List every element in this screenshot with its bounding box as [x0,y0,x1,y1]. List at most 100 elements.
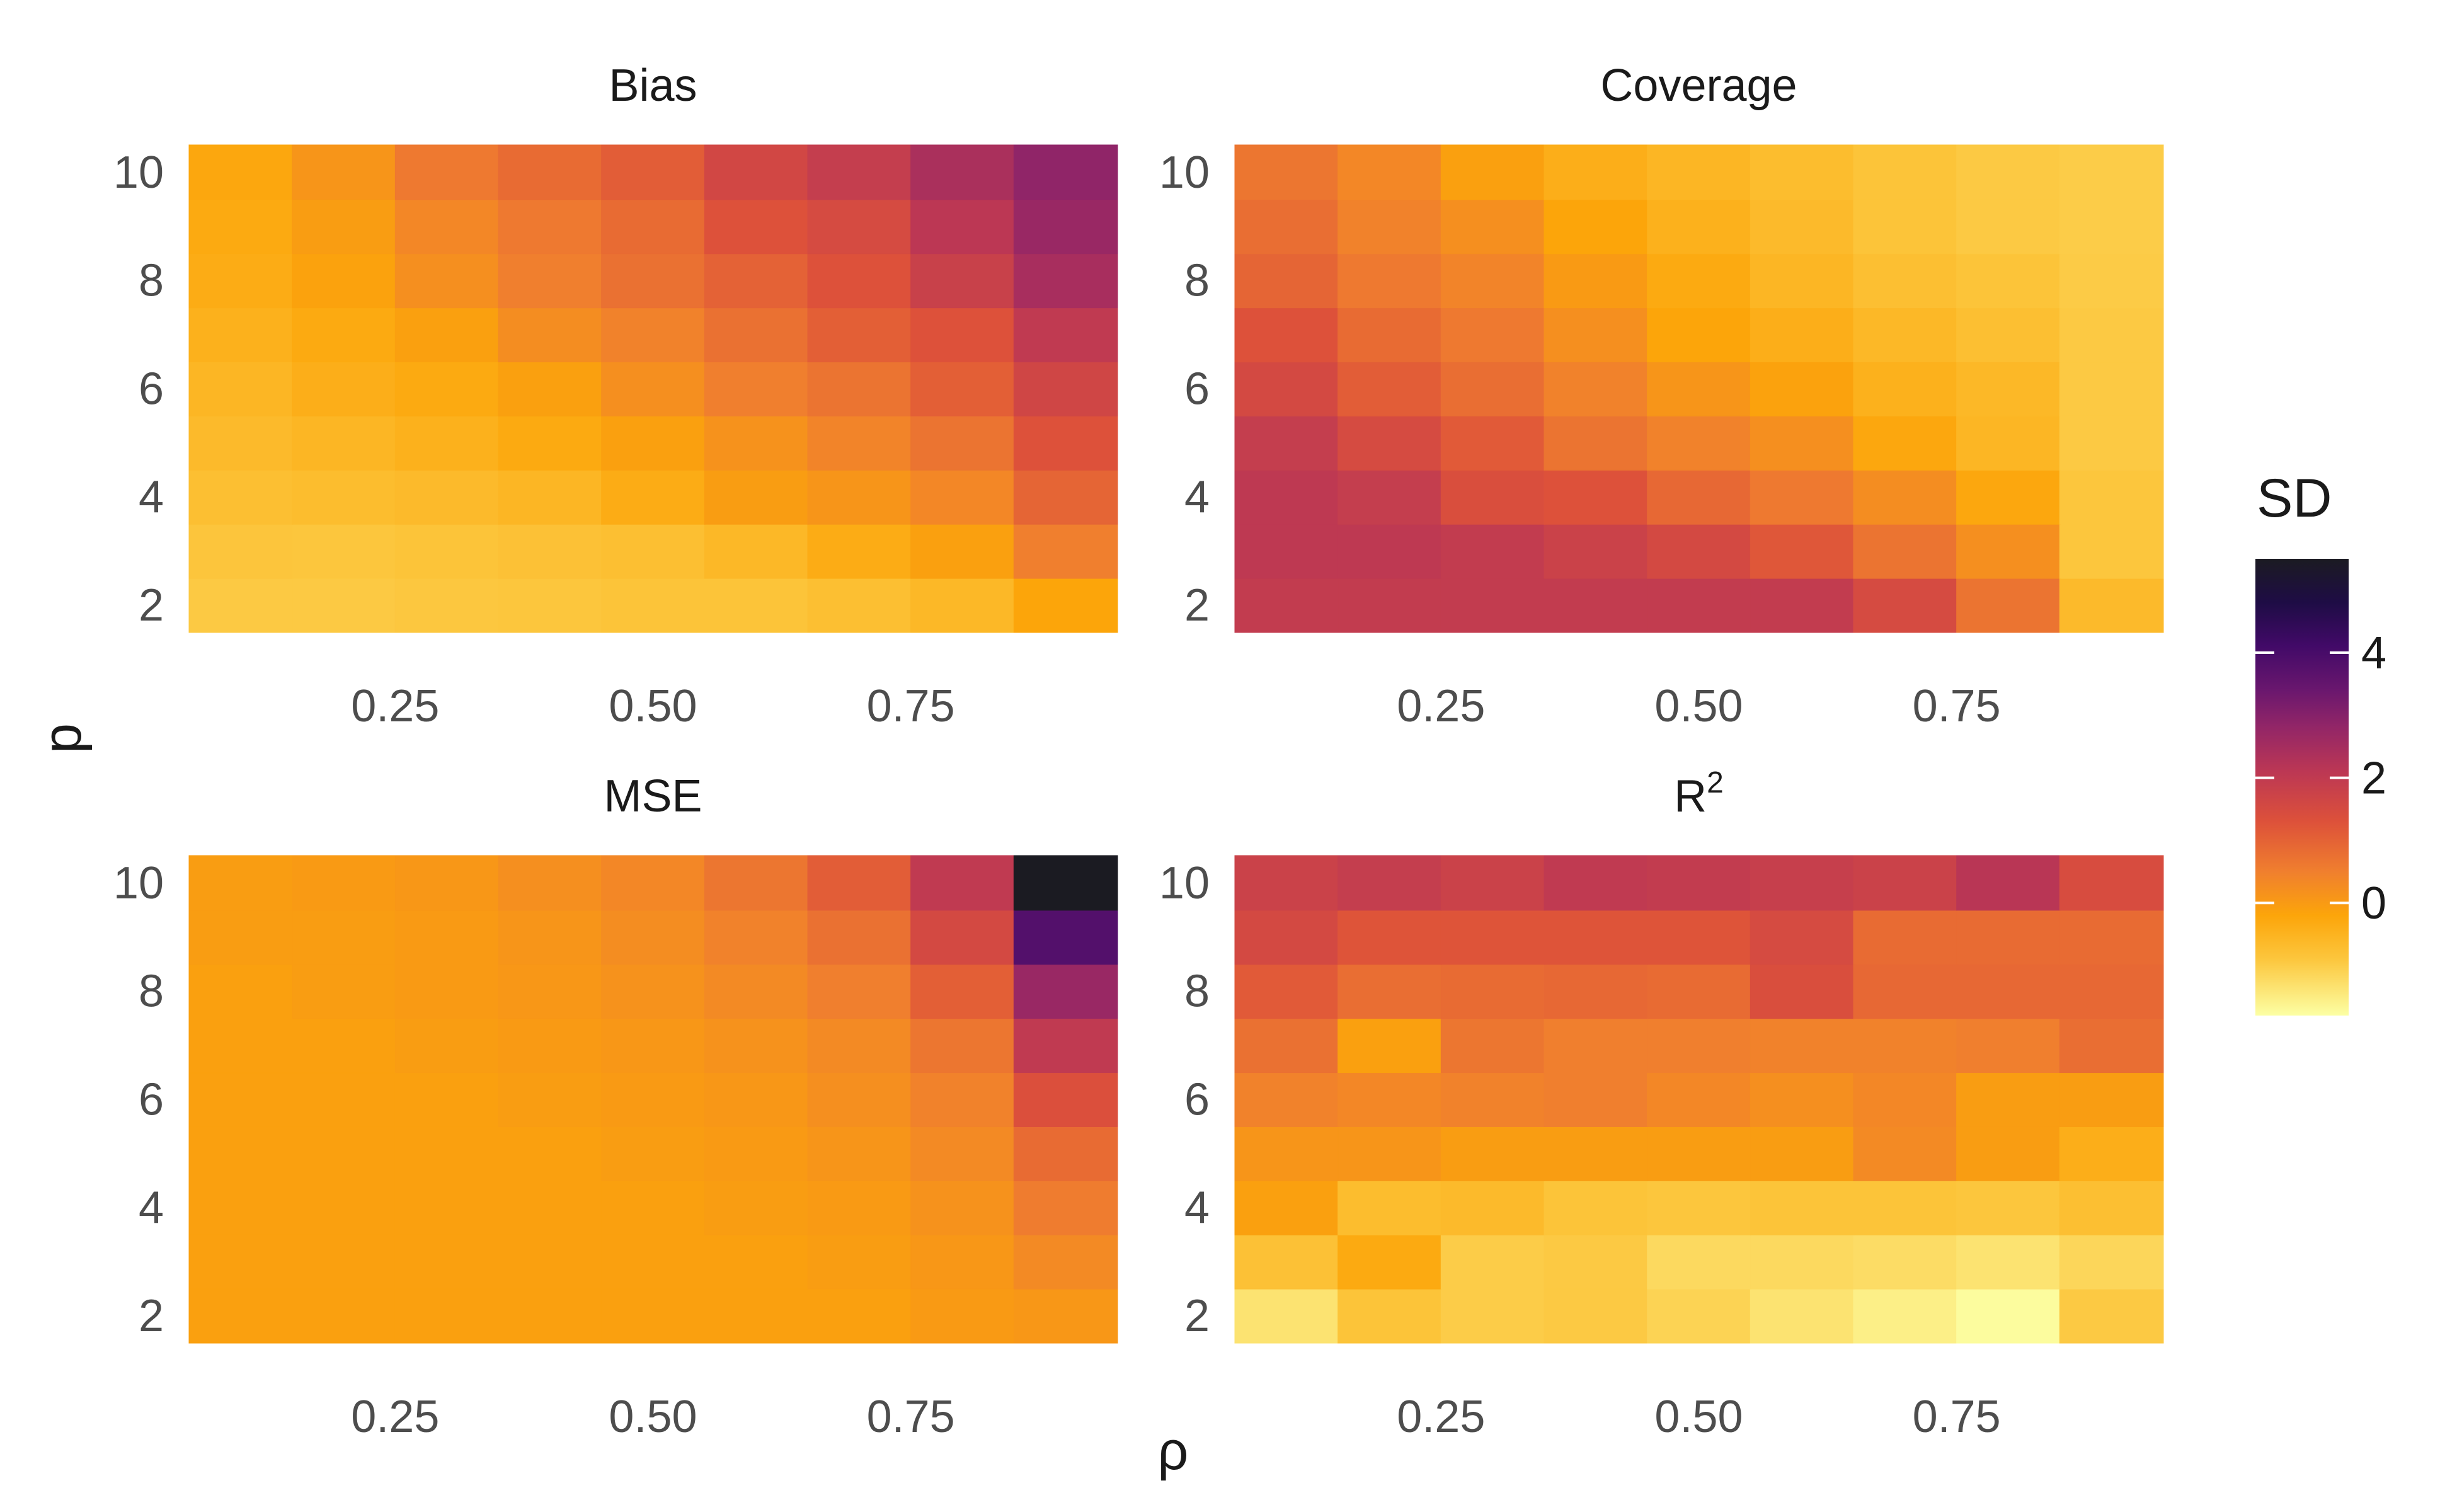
heatmap-cell [1234,909,1339,965]
heatmap-cell [1956,523,2061,579]
heatmap-cell [1337,1179,1442,1235]
heatmap-cell [1337,469,1442,525]
heatmap-cell [1750,1234,1855,1290]
heatmap-cell [1853,963,1958,1019]
heatmap-cell [1013,577,1118,633]
heatmap-cell [1647,307,1751,363]
heatmap-cell [1956,1288,2061,1344]
heatmap-cell [292,963,396,1019]
heatmap-cell [1750,198,1855,255]
heatmap-cell [1647,909,1751,965]
heatmap-cell [910,307,1015,363]
heatmap-cell [601,577,706,633]
heatmap-cell [1234,963,1339,1019]
heatmap-cell [1750,855,1855,911]
legend-tick-label: 2 [2361,753,2386,804]
heatmap-cell [1956,144,2061,200]
heatmap-cell [394,469,500,525]
heatmap-cell [292,469,396,525]
heatmap-cell [1956,909,2061,965]
heatmap-cell [1853,1017,1958,1074]
heatmap-cell [704,144,809,200]
heatmap-cell [1647,855,1751,911]
heatmap-cell [704,361,809,416]
heatmap-cell [2059,1288,2164,1344]
heatmap-cell [1234,1179,1339,1235]
heatmap-cell [807,415,912,471]
y-tick-label: 4 [139,472,164,522]
heatmap-cell [1544,1234,1649,1290]
heatmap-cell [1544,1125,1649,1181]
heatmap-cell [1647,198,1751,255]
heatmap-cell [292,1288,396,1344]
heatmap-cell [1013,1072,1118,1127]
heatmap-cell [1013,253,1118,309]
heatmap-cell [498,577,603,633]
heatmap-cell [1234,577,1339,633]
heatmap-cell [1750,415,1855,471]
y-tick-label: 6 [1184,364,1210,415]
x-tick-label: 0.50 [1654,1392,1743,1442]
heatmap-cell [1853,1179,1958,1235]
heatmap-cell [601,253,706,309]
x-tick-label: 0.25 [351,681,439,731]
heatmap-cell [188,523,294,579]
heatmap-cell [2059,415,2164,471]
heatmap-cell [1337,1072,1442,1127]
heatmap-cell [601,1125,706,1181]
heatmap-cell [292,523,396,579]
panels-layer: Bias 2 4 6 8 10 0.25 0.50 0.75 Coverage 2 4 6 8 10 0.25… [113,60,2164,1442]
y-tick-label: 8 [139,256,164,306]
heatmap-cell [1750,1179,1855,1235]
heatmap-cell [1647,361,1751,416]
heatmap-cell [807,577,912,633]
heatmap-cell [1544,909,1649,965]
heatmap-cell [807,361,912,416]
heatmap-cell [292,307,396,363]
heatmap-cell [1647,144,1751,200]
heatmap-cell [498,361,603,416]
heatmap-cell [1013,909,1118,965]
heatmap-cell [1337,855,1442,911]
heatmap-cell [1544,253,1649,309]
heatmap-cell [394,144,500,200]
heatmap-cell [1440,909,1545,965]
heatmap-cell [704,469,809,525]
heatmap-cell [394,1179,500,1235]
heatmap-cell [1750,577,1855,633]
heatmap-cell [704,198,809,255]
heatmap-cell [1234,307,1339,363]
heatmap-cell [910,1288,1015,1344]
heatmap-cell [807,1179,912,1235]
heatmap-cell [1956,1072,2061,1127]
heatmap-cell [1234,469,1339,525]
heatmap-cell [2059,1179,2164,1235]
heatmap-cell [1750,307,1855,363]
heatmap-cell [1647,523,1751,579]
heatmap-cell [188,963,294,1019]
heatmap-cell [1750,1017,1855,1074]
heatmap-cell [498,909,603,965]
y-tick-label: 2 [1184,1291,1210,1341]
heatmap-cell [292,253,396,309]
heatmap-cell [1647,1072,1751,1127]
heatmap-cell [292,1179,396,1235]
heatmap-cell [1544,523,1649,579]
heatmap-cell [1337,361,1442,416]
heatmap-cell [292,1125,396,1181]
color-legend: SD 0 2 4 [2255,468,2386,1016]
heatmap-cell [1853,1288,1958,1344]
heatmap-cell [910,415,1015,471]
heatmap-cell [1234,1288,1339,1344]
heatmap-cell [2059,469,2164,525]
heatmap-cell [910,909,1015,965]
heatmap-cell [1544,198,1649,255]
x-tick-label: 0.50 [609,1392,697,1442]
heatmap-cell [1440,144,1545,200]
y-tick-label: 8 [1184,966,1210,1017]
heatmap-cell [1956,198,2061,255]
heatmap-cell [1956,469,2061,525]
heatmap-cell [910,523,1015,579]
heatmap-cell [2059,144,2164,200]
heatmap-cell [394,1017,500,1074]
